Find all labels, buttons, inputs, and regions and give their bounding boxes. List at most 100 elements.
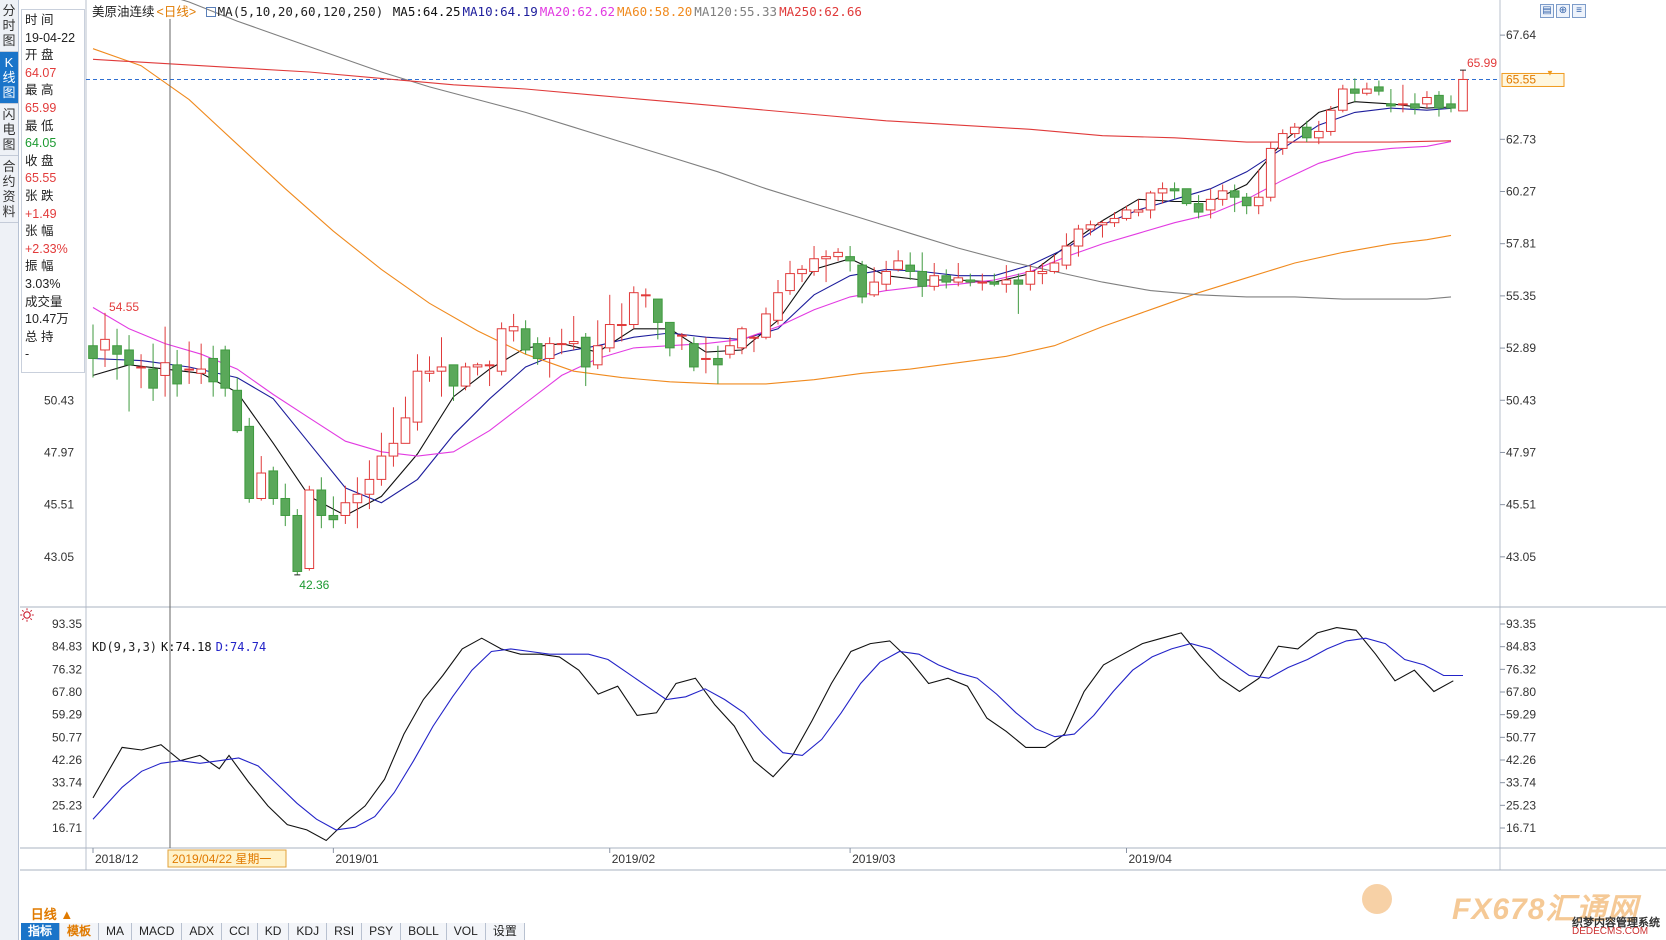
candle xyxy=(1301,120,1312,143)
indicator-tab[interactable]: 模板 xyxy=(60,923,100,940)
indicator-tab[interactable]: MACD xyxy=(132,923,183,940)
candle-body xyxy=(316,489,327,516)
indicator-tab[interactable]: MA xyxy=(99,923,133,940)
price-tick-label: 60.27 xyxy=(1506,184,1536,198)
candle-body xyxy=(520,328,531,351)
info-value: 19-04-22 xyxy=(25,30,76,45)
candle-body xyxy=(1386,103,1396,107)
candle-body xyxy=(1325,109,1336,132)
kd-tick-label: 16.71 xyxy=(1506,821,1536,835)
candle xyxy=(1013,273,1024,314)
indicator-tab[interactable]: BOLL xyxy=(401,923,447,940)
side-tab-0[interactable]: 分时图 xyxy=(0,0,18,52)
candle-body xyxy=(412,370,423,423)
indicator-tab[interactable]: CCI xyxy=(222,923,258,940)
candle xyxy=(1109,212,1120,227)
candle xyxy=(1386,89,1396,113)
indicator-tab[interactable]: ADX xyxy=(182,923,223,940)
info-value: 65.55 xyxy=(25,171,57,186)
candle xyxy=(544,337,555,378)
candle xyxy=(689,337,699,372)
candle-body xyxy=(640,294,651,297)
candle-body xyxy=(1157,188,1168,194)
candle xyxy=(869,267,879,297)
candle xyxy=(184,341,194,384)
kd-tick-label: 33.74 xyxy=(1506,776,1536,790)
side-tab-1[interactable]: K线图 xyxy=(0,52,18,104)
info-value: 3.03% xyxy=(25,276,61,291)
ma-line-ma250 xyxy=(92,58,1452,143)
candle-body xyxy=(1205,198,1216,211)
candle-body xyxy=(1085,224,1096,230)
candle-body xyxy=(1133,209,1144,213)
candle xyxy=(532,337,543,365)
candle-body xyxy=(785,273,795,292)
candle xyxy=(1049,254,1060,274)
bottom-bar: 日线 ▲ 指标 模板 MA MACD ADX CCI KD KDJ RSI PSY BOLL VOL 设… xyxy=(0,906,1666,940)
kd-tick-label: 93.35 xyxy=(1506,617,1536,631)
candle xyxy=(881,260,891,291)
candle-body xyxy=(1097,222,1108,226)
indicator-tab[interactable]: KD xyxy=(257,923,290,940)
ma-line-ma20 xyxy=(92,141,1452,457)
candle xyxy=(1277,129,1288,155)
zoom-icon[interactable]: ⊕ xyxy=(1556,4,1570,18)
date-tick-label: 2019/04 xyxy=(1129,852,1173,866)
kd-settings-icon-ray xyxy=(21,609,24,612)
view-tabs: 分时图 K线图 闪电图 合约资料 xyxy=(0,0,19,940)
candle xyxy=(965,273,976,287)
candle xyxy=(556,328,567,355)
candle-body xyxy=(845,256,855,262)
candle xyxy=(929,262,940,291)
layout-icon[interactable]: ▤ xyxy=(1540,4,1554,18)
side-tab-2[interactable]: 闪电图 xyxy=(0,104,18,156)
period-button[interactable]: 日线 ▲ xyxy=(30,907,74,922)
candle-body xyxy=(1337,88,1348,111)
indicator-tab[interactable]: 设置 xyxy=(485,923,525,940)
candle xyxy=(568,316,579,350)
indicator-tab[interactable]: RSI xyxy=(327,923,363,940)
candle-body xyxy=(556,343,567,346)
candle xyxy=(1061,233,1072,270)
indicator-tab[interactable]: VOL xyxy=(446,923,486,940)
candle xyxy=(989,273,1000,287)
legend-ma-params: MA(5,10,20,60,120,250) xyxy=(217,4,384,19)
ma-line-ma10 xyxy=(92,107,1452,504)
candle xyxy=(737,326,747,355)
candle-body xyxy=(100,338,110,351)
candle xyxy=(1325,105,1336,136)
legend-item: MA5:64.25 xyxy=(392,4,461,19)
indicator-tab[interactable]: 指标 xyxy=(21,923,61,940)
side-tab-3[interactable]: 合约资料 xyxy=(0,156,18,223)
candle-body xyxy=(1313,130,1324,139)
candle xyxy=(1458,70,1468,112)
candle xyxy=(1121,205,1132,221)
candle xyxy=(1205,188,1216,219)
candle xyxy=(592,320,603,370)
candle-body xyxy=(689,343,699,368)
price-tick-label-left: 47.97 xyxy=(44,445,74,459)
candle-body xyxy=(232,389,243,432)
kd-name: KD(9,3,3) xyxy=(92,640,158,654)
ma-line-ma120 xyxy=(180,0,1452,300)
candle-body xyxy=(917,270,928,287)
candle xyxy=(725,337,735,359)
candle xyxy=(400,396,411,444)
info-value: - xyxy=(25,347,30,362)
kd-k-value: K:74.18 xyxy=(161,640,212,654)
candle xyxy=(1217,184,1228,206)
watermark-line1: 织梦内容管理系统 xyxy=(1572,917,1660,929)
indicator-tab[interactable]: PSY xyxy=(362,923,402,940)
candle-body xyxy=(1458,78,1468,112)
kd-tick-label-left: 67.80 xyxy=(52,685,82,699)
menu-icon[interactable]: ≡ xyxy=(1572,4,1586,18)
candle-body xyxy=(616,324,627,327)
info-label: 成交量 xyxy=(25,294,63,309)
candle-body xyxy=(244,425,255,499)
indicator-tab[interactable]: KDJ xyxy=(289,923,328,940)
candle-body xyxy=(1109,217,1120,224)
info-value: 10.47万 xyxy=(25,312,69,327)
info-value: 65.99 xyxy=(25,100,57,115)
price-tick-label-left: 45.51 xyxy=(44,498,74,512)
indicator-tabs: 指标 模板 MA MACD ADX CCI KD KDJ RSI PSY BOLL VOL 设置 xyxy=(21,923,525,940)
